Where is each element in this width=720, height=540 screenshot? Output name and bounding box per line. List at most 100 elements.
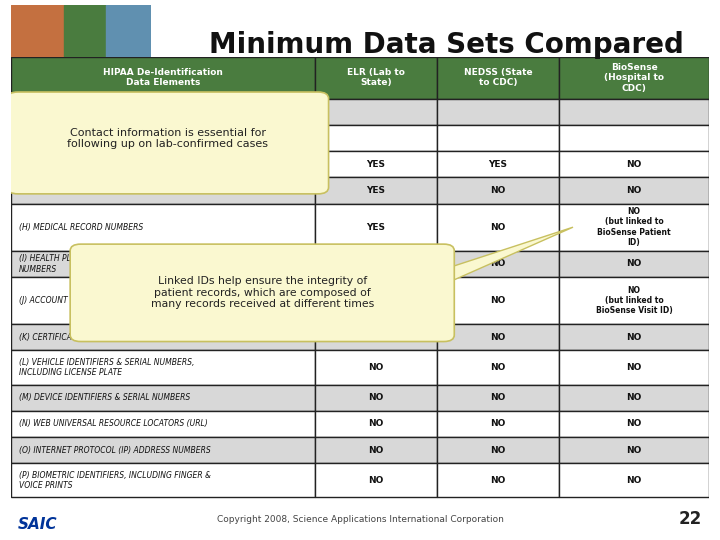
- Polygon shape: [444, 227, 573, 285]
- Bar: [437, 324, 559, 350]
- Bar: [315, 99, 437, 125]
- Text: NO: NO: [626, 363, 642, 372]
- Text: Contact information is essential for
following up on lab-confirmed cases: Contact information is essential for fol…: [68, 128, 269, 150]
- Bar: [11, 57, 315, 99]
- Text: NO: NO: [490, 363, 505, 372]
- Bar: [559, 384, 709, 411]
- Bar: [315, 125, 437, 151]
- Text: (G) SOCIAL SECURITY NUMBERS: (G) SOCIAL SECURITY NUMBERS: [19, 186, 142, 195]
- Text: NO: NO: [368, 420, 384, 428]
- Text: (P) BIOMETRIC IDENTIFIERS, INCLUDING FINGER &
VOICE PRINTS: (P) BIOMETRIC IDENTIFIERS, INCLUDING FIN…: [19, 470, 211, 490]
- Bar: [437, 463, 559, 497]
- Text: YES: YES: [366, 186, 385, 195]
- Text: Copyright 2008, Science Applications International Corporation: Copyright 2008, Science Applications Int…: [217, 515, 503, 524]
- Bar: [11, 384, 315, 411]
- Bar: [315, 437, 437, 463]
- Text: NO: NO: [490, 393, 505, 402]
- Bar: [11, 411, 315, 437]
- Bar: [11, 324, 315, 350]
- Bar: [315, 251, 437, 277]
- Bar: [11, 463, 315, 497]
- Text: NO: NO: [490, 296, 505, 305]
- Text: YES: YES: [366, 296, 385, 305]
- Text: NO: NO: [368, 446, 384, 455]
- Bar: [315, 204, 437, 251]
- Bar: [559, 277, 709, 324]
- Text: (I) HEALTH PLAN BENEFICIARY
NUMBERS: (I) HEALTH PLAN BENEFICIARY NUMBERS: [19, 254, 135, 274]
- Text: Organizations: Organizations: [19, 160, 80, 168]
- Bar: [315, 350, 437, 384]
- Text: NO
(but linked to
BioSense Visit ID): NO (but linked to BioSense Visit ID): [595, 286, 672, 315]
- Text: 22: 22: [679, 510, 702, 529]
- Text: NO: NO: [490, 476, 505, 485]
- Bar: [559, 99, 709, 125]
- Text: NO: NO: [368, 333, 384, 342]
- Text: (O) INTERNET PROTOCOL (IP) ADDRESS NUMBERS: (O) INTERNET PROTOCOL (IP) ADDRESS NUMBE…: [19, 446, 211, 455]
- Bar: [11, 350, 315, 384]
- Text: NEDSS (State
to CDC): NEDSS (State to CDC): [464, 68, 532, 87]
- Text: Linked IDs help ensure the integrity of
patient records, which are composed of
m: Linked IDs help ensure the integrity of …: [150, 276, 374, 309]
- Bar: [11, 177, 315, 204]
- Text: NO: NO: [490, 420, 505, 428]
- Bar: [559, 463, 709, 497]
- Text: (H) MEDICAL RECORD NUMBERS: (H) MEDICAL RECORD NUMBERS: [19, 222, 143, 232]
- Text: NO: NO: [368, 476, 384, 485]
- Text: YES: YES: [366, 222, 385, 232]
- Bar: [107, 5, 151, 73]
- Text: ELR (Lab to
State): ELR (Lab to State): [347, 68, 405, 87]
- Bar: [559, 411, 709, 437]
- Bar: [11, 125, 315, 151]
- Bar: [11, 5, 64, 73]
- Text: BioSense
(Hospital to
CDC): BioSense (Hospital to CDC): [604, 63, 664, 92]
- Bar: [559, 177, 709, 204]
- Bar: [11, 251, 315, 277]
- Bar: [559, 251, 709, 277]
- Bar: [315, 411, 437, 437]
- Text: (L) VEHICLE IDENTIFIERS & SERIAL NUMBERS,
INCLUDING LICENSE PLATE: (L) VEHICLE IDENTIFIERS & SERIAL NUMBERS…: [19, 358, 194, 377]
- Text: NO: NO: [626, 186, 642, 195]
- Text: NO: NO: [368, 393, 384, 402]
- Bar: [437, 251, 559, 277]
- Bar: [315, 463, 437, 497]
- Text: NO: NO: [626, 420, 642, 428]
- Bar: [64, 5, 107, 73]
- Bar: [559, 151, 709, 177]
- Bar: [11, 204, 315, 251]
- Text: YES: YES: [366, 160, 385, 168]
- Bar: [315, 324, 437, 350]
- Text: NO: NO: [626, 476, 642, 485]
- Text: Minimum Data Sets Compared: Minimum Data Sets Compared: [209, 31, 684, 59]
- Text: NO: NO: [490, 446, 505, 455]
- Text: (K) CERTIFICATE/LICENSE NUMBERS: (K) CERTIFICATE/LICENSE NUMBERS: [19, 333, 157, 342]
- Bar: [437, 57, 559, 99]
- Bar: [315, 277, 437, 324]
- Text: NO: NO: [626, 446, 642, 455]
- Bar: [315, 384, 437, 411]
- Bar: [437, 177, 559, 204]
- Text: NO: NO: [626, 333, 642, 342]
- Bar: [437, 411, 559, 437]
- Bar: [437, 437, 559, 463]
- FancyBboxPatch shape: [7, 92, 328, 194]
- Text: NO: NO: [490, 222, 505, 232]
- Text: NO: NO: [490, 259, 505, 268]
- Bar: [11, 437, 315, 463]
- Text: (J) ACCOUNT NUMBERS: (J) ACCOUNT NUMBERS: [19, 296, 109, 305]
- Text: NO: NO: [626, 160, 642, 168]
- Text: YES: YES: [488, 160, 508, 168]
- Bar: [437, 125, 559, 151]
- Bar: [437, 151, 559, 177]
- Bar: [559, 204, 709, 251]
- Bar: [437, 384, 559, 411]
- Text: NO: NO: [368, 363, 384, 372]
- Bar: [315, 57, 437, 99]
- Bar: [437, 99, 559, 125]
- Bar: [437, 204, 559, 251]
- Bar: [315, 177, 437, 204]
- Text: HIPAA De-Identification
Data Elements: HIPAA De-Identification Data Elements: [103, 68, 222, 87]
- FancyBboxPatch shape: [70, 244, 454, 341]
- Bar: [559, 125, 709, 151]
- Bar: [559, 324, 709, 350]
- Polygon shape: [328, 301, 444, 318]
- Text: NO
(but linked to
BioSense Patient
ID): NO (but linked to BioSense Patient ID): [598, 207, 671, 247]
